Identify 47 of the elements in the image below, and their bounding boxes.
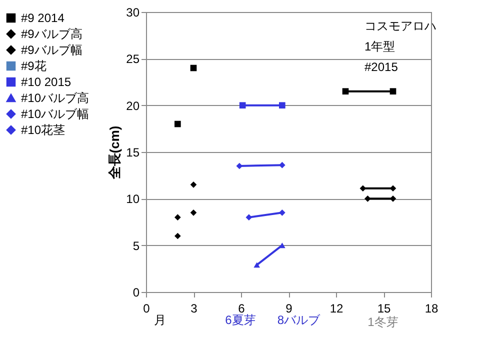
- text: 8バルブ: [277, 313, 322, 327]
- point: [279, 210, 286, 216]
- point: [342, 88, 349, 94]
- point: [190, 64, 197, 72]
- y-tick-label: 10: [126, 192, 140, 206]
- legend-label: #9バルブ幅: [21, 43, 82, 57]
- point: [279, 102, 286, 108]
- y-tick-label: 0: [132, 286, 140, 300]
- annotation: 1年型: [364, 40, 396, 54]
- x-tick-label: 6: [238, 302, 246, 316]
- point: [390, 196, 396, 202]
- legend-label: #9 2014: [21, 11, 65, 25]
- x-tick-label: 18: [424, 302, 438, 316]
- text: 1冬芽: [368, 314, 398, 329]
- legend-label: #10 2015: [21, 75, 72, 89]
- point: [279, 162, 286, 168]
- legend-label: #10バルブ幅: [21, 107, 90, 121]
- y-tick-label: 30: [126, 6, 140, 20]
- y-tick-label: 25: [126, 52, 140, 66]
- legend-label: #10バルブ高: [21, 91, 90, 105]
- y-tick-label: 15: [126, 146, 140, 160]
- point: [190, 210, 197, 216]
- point: [360, 185, 366, 192]
- annotation: #2015: [364, 60, 398, 74]
- point: [190, 182, 197, 188]
- legend-label: #10花茎: [21, 123, 66, 137]
- y-axis-title: 全長(cm): [107, 126, 122, 180]
- text: 6夏芽: [225, 313, 256, 327]
- y-tick-label: 20: [126, 98, 140, 113]
- legend-label: #9バルブ高: [21, 27, 82, 41]
- point: [174, 214, 181, 220]
- annotation: コスモアロハ: [364, 19, 436, 33]
- x-tick-label: 15: [377, 302, 391, 316]
- point: [174, 120, 181, 128]
- y-tick-label: 5: [132, 238, 140, 253]
- x-tick-label: 9: [286, 302, 293, 316]
- point: [390, 185, 396, 192]
- point: [174, 232, 181, 240]
- point: [236, 162, 243, 170]
- x-tick-label: 0: [143, 302, 150, 316]
- point: [390, 88, 396, 94]
- point: [246, 214, 252, 220]
- x-tick-label: 12: [330, 302, 344, 316]
- x-tick-label: 3: [190, 302, 198, 316]
- point: [239, 102, 246, 108]
- text: 月: [154, 313, 166, 327]
- legend-label: #9花: [21, 59, 46, 73]
